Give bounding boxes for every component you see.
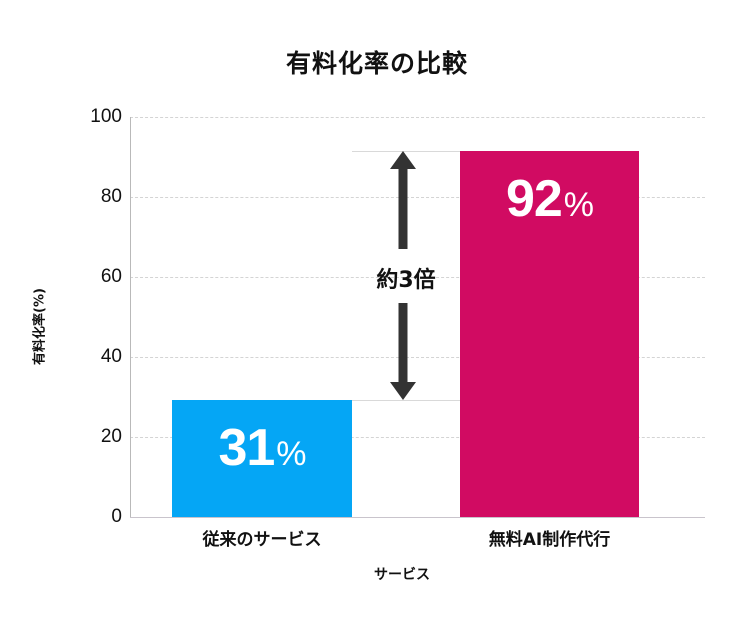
bar-free-ai-service: 92% xyxy=(460,151,639,517)
y-tick-0: 0 xyxy=(111,506,122,527)
gridline-40 xyxy=(130,357,705,358)
gridline-80 xyxy=(130,197,705,198)
arrow-up-icon xyxy=(390,151,416,249)
x-tick-free-ai-service: 無料AI制作代行 xyxy=(488,530,611,550)
chart-title: 有料化率の比較 xyxy=(285,49,468,78)
y-tick-60: 60 xyxy=(100,266,122,287)
gridline-20 xyxy=(130,437,705,438)
arrow-down-icon xyxy=(390,303,416,400)
x-axis-line xyxy=(130,517,705,518)
y-tick-20: 20 xyxy=(100,426,122,447)
bar-traditional-service: 31% xyxy=(172,400,352,517)
y-tick-40: 40 xyxy=(100,346,122,367)
x-axis-label: サービス xyxy=(374,567,430,583)
gridline-100 xyxy=(130,117,705,118)
y-tick-100: 100 xyxy=(90,106,122,127)
x-tick-traditional-service: 従来のサービス xyxy=(202,530,322,550)
bar-value-label: 31% xyxy=(218,419,306,477)
bar-value-label: 92% xyxy=(505,170,594,228)
y-axis-label: 有料化率(%) xyxy=(32,288,48,365)
reference-line-top xyxy=(352,151,460,152)
y-tick-80: 80 xyxy=(100,186,122,207)
gridline-60 xyxy=(130,277,705,278)
ratio-annotation: 約3倍 xyxy=(376,268,436,293)
reference-line-bottom xyxy=(352,400,460,401)
y-axis-line xyxy=(130,117,131,517)
